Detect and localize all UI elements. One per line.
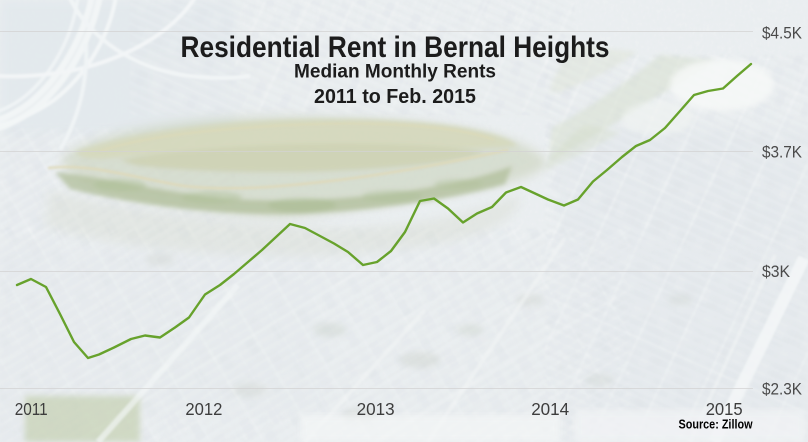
svg-text:Source: Zillow: Source: Zillow	[679, 418, 753, 432]
svg-text:Residential Rent in Bernal Hei: Residential Rent in Bernal Heights	[181, 31, 610, 64]
svg-text:2014: 2014	[531, 399, 569, 419]
svg-text:$3K: $3K	[762, 262, 791, 281]
svg-text:$3.7K: $3.7K	[762, 143, 803, 162]
svg-text:2011 to Feb. 2015: 2011 to Feb. 2015	[314, 86, 476, 108]
svg-text:2013: 2013	[357, 399, 395, 419]
svg-text:2011: 2011	[15, 399, 48, 419]
svg-text:$4.5K: $4.5K	[762, 24, 803, 43]
svg-text:2015: 2015	[706, 399, 743, 419]
svg-text:Median Monthly Rents: Median Monthly Rents	[294, 61, 496, 83]
svg-text:2012: 2012	[185, 399, 222, 419]
svg-text:$2.3K: $2.3K	[762, 380, 803, 399]
